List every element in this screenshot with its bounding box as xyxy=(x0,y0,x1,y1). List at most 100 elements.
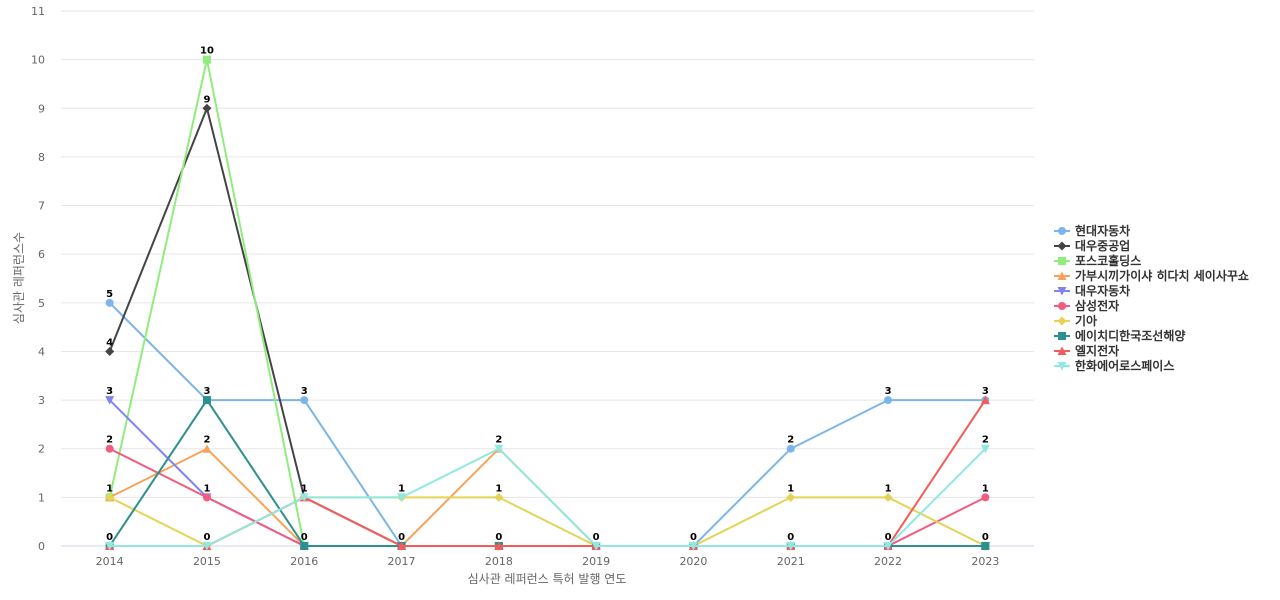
data-point[interactable] xyxy=(786,542,796,551)
series-line[interactable] xyxy=(108,107,986,547)
data-label: 1 xyxy=(106,483,113,494)
data-point[interactable] xyxy=(105,444,114,453)
data-point[interactable] xyxy=(105,542,115,551)
data-point[interactable] xyxy=(981,493,990,502)
series-8[interactable] xyxy=(105,396,990,550)
x-tick-label: 2022 xyxy=(874,555,902,568)
x-tick-label: 2017 xyxy=(388,555,416,568)
series-5[interactable] xyxy=(105,396,990,551)
series-line[interactable] xyxy=(109,496,986,547)
data-point[interactable] xyxy=(980,395,990,405)
series-line[interactable] xyxy=(109,399,987,547)
data-label: 9 xyxy=(203,94,210,105)
data-point[interactable] xyxy=(299,493,309,502)
data-point[interactable] xyxy=(980,444,990,454)
data-point[interactable] xyxy=(397,493,407,502)
legend-marker[interactable] xyxy=(1057,316,1067,326)
data-label: 2 xyxy=(106,435,113,446)
series-10[interactable] xyxy=(105,444,990,551)
legend-marker[interactable] xyxy=(1058,257,1066,265)
legend-marker[interactable] xyxy=(1057,287,1067,296)
legend-marker[interactable] xyxy=(1057,241,1067,251)
legend-marker[interactable] xyxy=(1057,362,1067,371)
legend-marker[interactable] xyxy=(1058,332,1066,340)
data-label: 2 xyxy=(787,435,794,446)
data-label: 0 xyxy=(495,532,502,543)
data-label: 3 xyxy=(106,386,113,397)
y-tick-label: 0 xyxy=(38,540,45,553)
data-label: 3 xyxy=(885,386,892,397)
data-label: 0 xyxy=(301,532,308,543)
x-tick-label: 2019 xyxy=(582,555,610,568)
data-point[interactable] xyxy=(688,542,698,551)
data-point[interactable] xyxy=(300,542,309,550)
y-tick-label: 3 xyxy=(38,394,45,407)
data-label: 1 xyxy=(398,483,405,494)
y-tick-label: 2 xyxy=(38,443,45,456)
legend-item[interactable]: 에이치디한국조선해양 xyxy=(1054,328,1185,343)
data-label: 3 xyxy=(982,386,989,397)
x-axis-ticks: 2014 2015 2016 2017 2018 2019 2020 2021 2022 2023 xyxy=(96,555,1000,568)
data-point[interactable] xyxy=(883,542,893,551)
series-7[interactable] xyxy=(105,492,990,551)
legend-item[interactable]: 가부시끼가이샤 히다치 세이사꾸쇼 xyxy=(1054,268,1249,283)
legend-marker[interactable] xyxy=(1057,346,1067,356)
legend-label: 대우중공업 xyxy=(1075,239,1130,253)
legend-item[interactable]: 기아 xyxy=(1054,313,1097,328)
y-tick-label: 1 xyxy=(38,491,45,504)
data-point[interactable] xyxy=(202,396,211,405)
data-point[interactable] xyxy=(591,542,601,551)
data-point[interactable] xyxy=(202,444,212,453)
x-tick-label: 2021 xyxy=(777,555,805,568)
y-axis-ticks: 0 1 2 3 4 5 6 7 8 9 10 11 xyxy=(31,5,45,553)
series-line[interactable] xyxy=(108,399,986,547)
legend-label: 현대자동차 xyxy=(1075,223,1130,238)
x-tick-label: 2015 xyxy=(193,555,221,568)
data-point[interactable] xyxy=(202,493,211,502)
data-point[interactable] xyxy=(105,492,115,502)
data-point[interactable] xyxy=(202,55,211,64)
data-point[interactable] xyxy=(494,444,504,454)
data-point[interactable] xyxy=(105,346,115,356)
series-lines xyxy=(105,55,990,551)
data-point[interactable] xyxy=(202,103,212,113)
data-point[interactable] xyxy=(494,541,504,551)
x-tick-label: 2016 xyxy=(290,555,318,568)
legend-item[interactable]: 현대자동차 xyxy=(1054,223,1130,238)
data-point[interactable] xyxy=(884,396,893,405)
legend-item[interactable]: 엘지전자 xyxy=(1054,343,1119,358)
legend-marker[interactable] xyxy=(1058,302,1066,310)
legend-item[interactable]: 대우중공업 xyxy=(1054,239,1130,253)
series-line[interactable] xyxy=(108,399,986,547)
series-line[interactable] xyxy=(108,302,986,547)
y-tick-label: 9 xyxy=(38,102,45,115)
data-point[interactable] xyxy=(202,542,212,551)
data-point[interactable] xyxy=(786,444,795,453)
data-point[interactable] xyxy=(883,492,893,502)
legend-marker[interactable] xyxy=(1057,271,1067,281)
data-point[interactable] xyxy=(105,298,114,307)
data-point[interactable] xyxy=(105,396,115,405)
data-point[interactable] xyxy=(786,492,796,502)
data-label: 0 xyxy=(787,532,794,543)
legend-marker[interactable] xyxy=(1058,227,1066,235)
series-line[interactable] xyxy=(109,447,987,547)
data-point[interactable] xyxy=(494,492,504,502)
legend-item[interactable]: 한화에어로스페이스 xyxy=(1054,358,1174,373)
y-tick-label: 6 xyxy=(38,248,45,261)
data-label: 2 xyxy=(982,435,989,446)
data-label: 0 xyxy=(203,532,210,543)
series-2[interactable] xyxy=(105,103,990,551)
y-tick-label: 11 xyxy=(31,5,45,18)
data-label: 0 xyxy=(885,532,892,543)
y-axis-title: 심사관 레퍼런스수 xyxy=(12,232,26,324)
legend-item[interactable]: 포스코홀딩스 xyxy=(1054,253,1141,268)
data-point[interactable] xyxy=(397,541,407,551)
series-9[interactable] xyxy=(105,395,990,551)
data-point[interactable] xyxy=(981,542,990,550)
legend-item[interactable]: 대우자동차 xyxy=(1054,283,1130,298)
legend-item[interactable]: 삼성전자 xyxy=(1054,298,1119,313)
data-point[interactable] xyxy=(300,396,309,405)
y-tick-label: 10 xyxy=(31,54,45,67)
